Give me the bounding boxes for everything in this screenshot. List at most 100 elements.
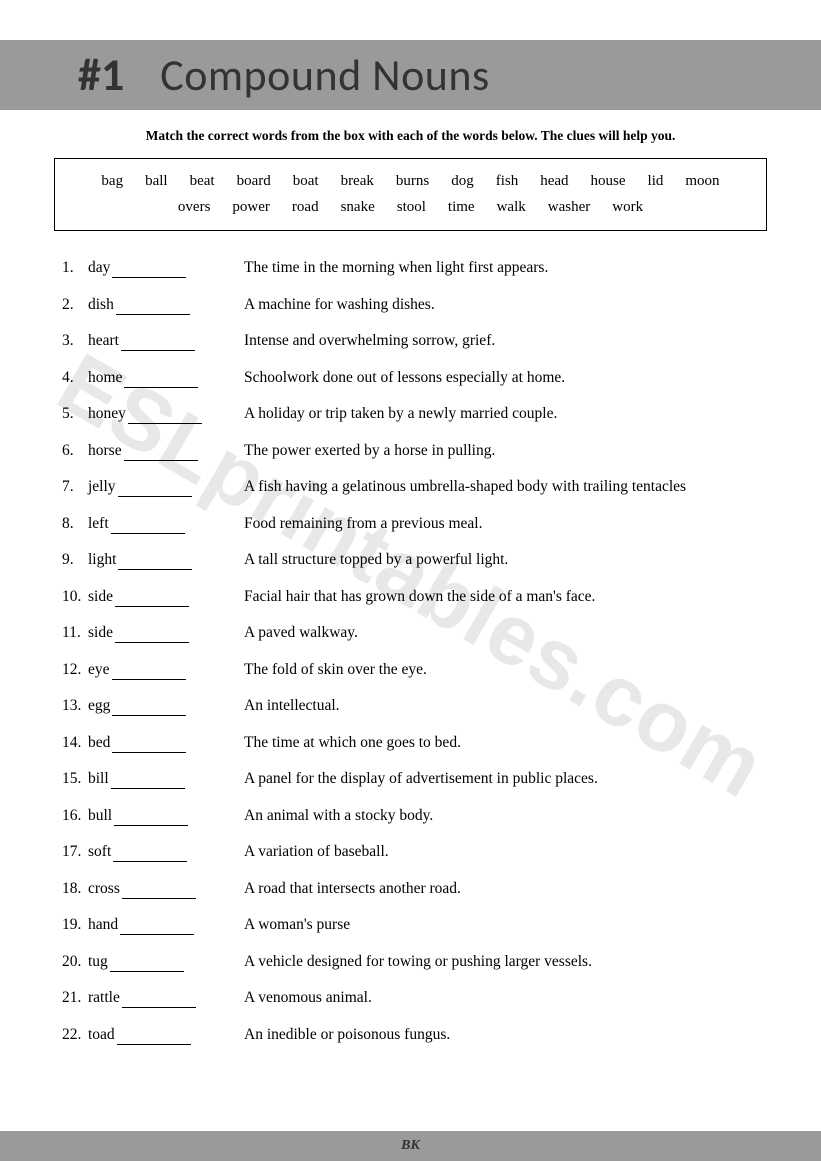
- word-box-word: boat: [293, 169, 319, 195]
- blank-line[interactable]: [120, 916, 194, 935]
- blank-line[interactable]: [112, 734, 186, 753]
- blank-line[interactable]: [111, 515, 185, 534]
- blank-line[interactable]: [124, 442, 198, 461]
- word-box-word: burns: [396, 169, 429, 195]
- item-word-cell: jelly: [88, 478, 238, 497]
- item-word-cell: hand: [88, 916, 238, 935]
- list-item: 16.bull An animal with a stocky body.: [62, 807, 773, 826]
- item-clue: Facial hair that has grown down the side…: [238, 588, 773, 606]
- item-word-cell: side: [88, 624, 238, 643]
- item-word: toad: [88, 1026, 115, 1044]
- list-item: 17.soft A variation of baseball.: [62, 843, 773, 862]
- list-item: 15.bill A panel for the display of adver…: [62, 770, 773, 789]
- blank-line[interactable]: [115, 588, 189, 607]
- item-clue: An inedible or poisonous fungus.: [238, 1026, 773, 1044]
- item-word: bed: [88, 734, 110, 752]
- item-word: honey: [88, 405, 126, 423]
- item-clue: An animal with a stocky body.: [238, 807, 773, 825]
- word-box-word: time: [448, 195, 475, 221]
- footer-text: BK: [401, 1138, 420, 1154]
- item-clue: A tall structure topped by a powerful li…: [238, 551, 773, 569]
- list-item: 3.heart Intense and overwhelming sorrow,…: [62, 332, 773, 351]
- blank-line[interactable]: [110, 953, 184, 972]
- blank-line[interactable]: [116, 296, 190, 315]
- item-word-cell: bed: [88, 734, 238, 753]
- list-item: 13.egg An intellectual.: [62, 697, 773, 716]
- word-box-word: house: [591, 169, 626, 195]
- item-word: bull: [88, 807, 112, 825]
- blank-line[interactable]: [112, 259, 186, 278]
- item-clue: Schoolwork done out of lessons especiall…: [238, 369, 773, 387]
- item-clue: A woman's purse: [238, 916, 773, 934]
- word-box-word: walk: [497, 195, 526, 221]
- item-clue: An intellectual.: [238, 697, 773, 715]
- word-box-word: overs: [178, 195, 211, 221]
- item-number: 4.: [62, 369, 88, 387]
- blank-line[interactable]: [122, 880, 196, 899]
- blank-line[interactable]: [121, 332, 195, 351]
- item-number: 16.: [62, 807, 88, 825]
- item-word: day: [88, 259, 110, 277]
- item-word: light: [88, 551, 116, 569]
- item-number: 7.: [62, 478, 88, 496]
- word-box-word: stool: [397, 195, 426, 221]
- item-clue: A variation of baseball.: [238, 843, 773, 861]
- blank-line[interactable]: [118, 551, 192, 570]
- word-box-word: head: [540, 169, 568, 195]
- list-item: 7.jelly A fish having a gelatinous umbre…: [62, 478, 773, 497]
- item-clue: A paved walkway.: [238, 624, 773, 642]
- item-number: 8.: [62, 515, 88, 533]
- list-item: 5.honey A holiday or trip taken by a new…: [62, 405, 773, 424]
- word-box-word: bag: [101, 169, 123, 195]
- blank-line[interactable]: [113, 843, 187, 862]
- word-box-word: fish: [496, 169, 519, 195]
- item-number: 2.: [62, 296, 88, 314]
- item-clue: A holiday or trip taken by a newly marri…: [238, 405, 773, 423]
- item-clue: The time in the morning when light first…: [238, 259, 773, 277]
- instructions-text: Match the correct words from the box wit…: [48, 128, 773, 144]
- blank-line[interactable]: [111, 770, 185, 789]
- blank-line[interactable]: [122, 989, 196, 1008]
- blank-line[interactable]: [117, 1026, 191, 1045]
- blank-line[interactable]: [114, 807, 188, 826]
- item-number: 12.: [62, 661, 88, 679]
- item-number: 21.: [62, 989, 88, 1007]
- word-box-word: dog: [451, 169, 474, 195]
- word-box-word: moon: [685, 169, 719, 195]
- list-item: 18.cross A road that intersects another …: [62, 880, 773, 899]
- item-word: hand: [88, 916, 118, 934]
- item-number: 9.: [62, 551, 88, 569]
- blank-line[interactable]: [112, 661, 186, 680]
- header-number: #1: [78, 47, 124, 103]
- blank-line[interactable]: [128, 405, 202, 424]
- blank-line[interactable]: [112, 697, 186, 716]
- list-item: 8.left Food remaining from a previous me…: [62, 515, 773, 534]
- blank-line[interactable]: [115, 624, 189, 643]
- blank-line[interactable]: [124, 369, 198, 388]
- blank-line[interactable]: [118, 478, 192, 497]
- word-box-word: beat: [190, 169, 215, 195]
- item-word: soft: [88, 843, 111, 861]
- item-number: 15.: [62, 770, 88, 788]
- item-number: 17.: [62, 843, 88, 861]
- list-item: 14.bed The time at which one goes to bed…: [62, 734, 773, 753]
- item-word-cell: tug: [88, 953, 238, 972]
- item-word-cell: left: [88, 515, 238, 534]
- item-word-cell: cross: [88, 880, 238, 899]
- item-word: left: [88, 515, 109, 533]
- item-word: eye: [88, 661, 110, 679]
- list-item: 22.toad An inedible or poisonous fungus.: [62, 1026, 773, 1045]
- item-clue: The power exerted by a horse in pulling.: [238, 442, 773, 460]
- item-number: 19.: [62, 916, 88, 934]
- item-word-cell: heart: [88, 332, 238, 351]
- item-number: 10.: [62, 588, 88, 606]
- item-clue: A vehicle designed for towing or pushing…: [238, 953, 773, 971]
- list-item: 2.dish A machine for washing dishes.: [62, 296, 773, 315]
- item-word-cell: egg: [88, 697, 238, 716]
- word-box-word: break: [341, 169, 374, 195]
- word-box-word: snake: [341, 195, 375, 221]
- item-number: 6.: [62, 442, 88, 460]
- item-clue: A fish having a gelatinous umbrella-shap…: [238, 478, 773, 496]
- item-number: 3.: [62, 332, 88, 350]
- item-clue: A machine for washing dishes.: [238, 296, 773, 314]
